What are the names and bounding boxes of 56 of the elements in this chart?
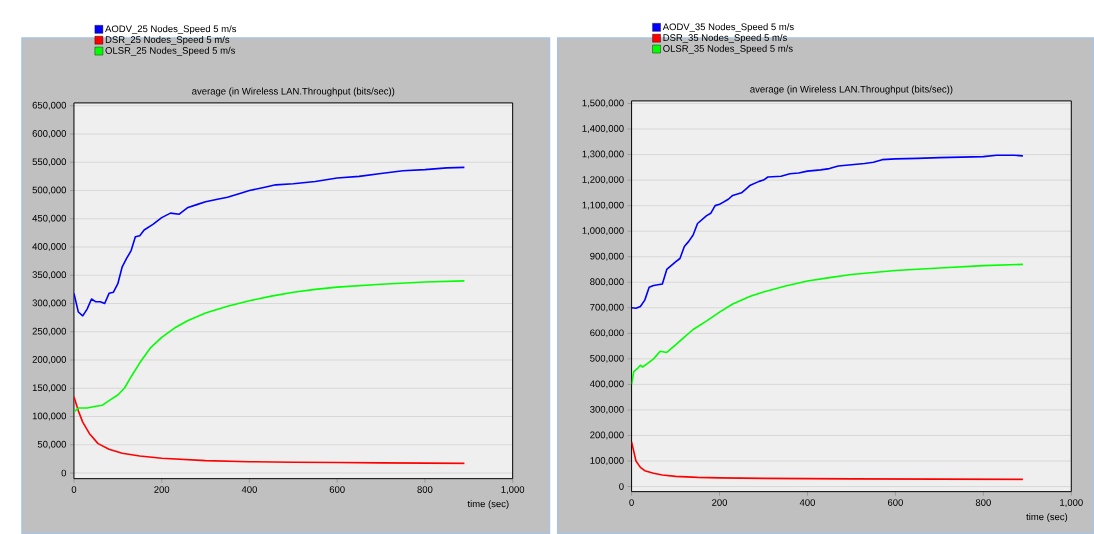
legend-label: AODV_25 Nodes_Speed 5 m/s (105, 24, 237, 34)
x-tick-label: 600 (887, 498, 903, 506)
chart-title: average (in Wireless LAN.Throughput (bits/sec)) (192, 87, 395, 97)
line-series (73, 279, 466, 413)
y-tick-label: 1,300,000 (582, 150, 624, 159)
legend-label: AODV_35 Nodes_Speed 5 m/s (662, 22, 794, 32)
y-tick-label: 200,000 (590, 431, 624, 440)
legend-label: OLSR_35 Nodes_Speed 5 m/s (663, 44, 793, 54)
x-tick-label: 200 (712, 498, 728, 506)
y-tick-label: 350,000 (32, 271, 67, 279)
y-tick-label: 450,000 (32, 214, 67, 223)
y-tick-label: 1,100,000 (582, 201, 624, 210)
line-series (631, 440, 1024, 481)
x-tick-label: 1,000 (1060, 498, 1083, 507)
y-tick-label: 200,000 (32, 355, 67, 364)
y-tick-label: 150,000 (32, 384, 67, 392)
y-tick-label: 250,000 (32, 327, 67, 336)
y-tick-label: 50,000 (37, 440, 67, 449)
line-series (73, 395, 466, 465)
x-tick-label: 800 (417, 485, 433, 493)
y-tick-label: 550,000 (32, 158, 67, 166)
x-tick-label: 400 (799, 498, 815, 506)
y-tick-label: 700,000 (590, 303, 624, 312)
y-tick-label: 400,000 (32, 242, 67, 251)
y-tick-label: 1,500,000 (582, 99, 624, 108)
y-tick-label: 800,000 (590, 278, 624, 286)
x-tick-label: 1,000 (501, 485, 525, 494)
line-series (73, 166, 466, 317)
y-tick-label: 100,000 (32, 412, 67, 421)
chart-title: average (in Wireless LAN.Throughput (bits/sec)) (750, 85, 953, 95)
x-axis-title: time (sec) (467, 499, 509, 509)
y-tick-label: 1,000,000 (582, 227, 624, 235)
legend-label: OLSR_25 Nodes_Speed 5 m/s (105, 46, 236, 56)
y-tick-label: 1,400,000 (582, 124, 624, 133)
x-tick-label: 800 (975, 498, 991, 506)
legend-label: DSR_35 Nodes_Speed 5 m/s (663, 33, 787, 43)
y-tick-label: 500,000 (590, 354, 624, 363)
x-tick-label: 400 (241, 485, 257, 493)
x-tick-label: 0 (629, 498, 634, 506)
x-tick-label: 0 (71, 485, 77, 493)
y-tick-label: 300,000 (590, 405, 624, 414)
y-tick-label: 900,000 (590, 252, 624, 261)
legend-label: DSR_25 Nodes_Speed 5 m/s (105, 35, 230, 45)
y-tick-label: 600,000 (590, 329, 624, 338)
y-tick-label: 500,000 (32, 186, 67, 195)
y-tick-label: 0 (61, 469, 67, 477)
y-tick-label: 650,000 (32, 101, 67, 110)
x-tick-label: 200 (154, 485, 170, 493)
y-tick-label: 600,000 (32, 129, 67, 138)
y-tick-label: 100,000 (590, 456, 624, 465)
y-tick-label: 300,000 (32, 299, 67, 308)
x-axis-title: time (sec) (1026, 512, 1068, 522)
line-series (631, 263, 1024, 386)
y-tick-label: 1,200,000 (582, 175, 624, 184)
x-tick-label: 600 (329, 485, 345, 493)
y-tick-label: 400,000 (589, 380, 624, 389)
